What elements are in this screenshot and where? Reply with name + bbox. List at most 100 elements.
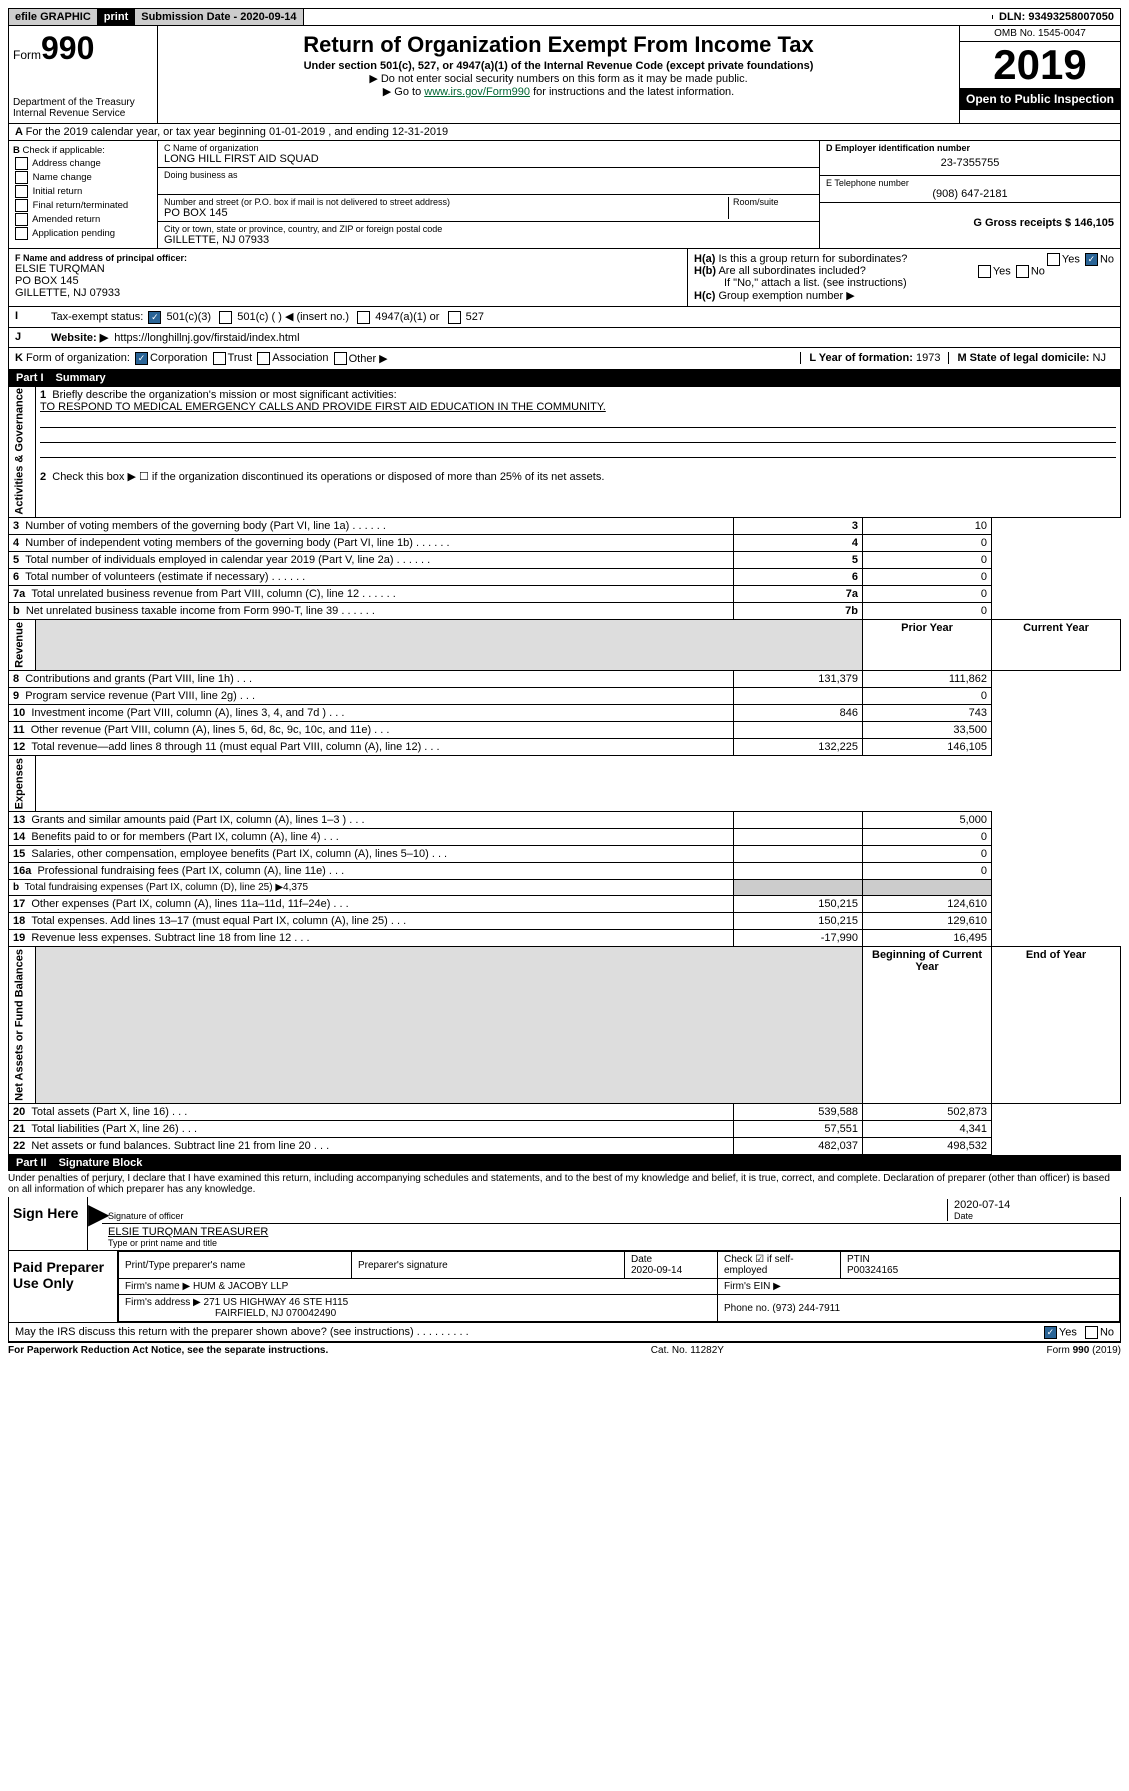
- check-if-applicable-label: Check if applicable:: [23, 145, 105, 156]
- h-b: H(b) Are all subordinates included? Yes …: [694, 265, 1114, 277]
- tax-year: 2019: [960, 42, 1120, 88]
- chk-501c3[interactable]: ✓: [148, 311, 161, 324]
- part-i-header: Part ISummary: [8, 370, 1121, 386]
- org-city: GILLETTE, NJ 07933: [164, 234, 813, 246]
- chk-final-return[interactable]: Final return/terminated: [13, 199, 153, 212]
- officer-print-name: ELSIE TURQMAN TREASURER: [108, 1226, 1114, 1238]
- hdr-beginning: Beginning of Current Year: [863, 947, 992, 1104]
- tab-revenue: Revenue: [9, 620, 36, 671]
- pra-notice: For Paperwork Reduction Act Notice, see …: [8, 1345, 328, 1356]
- hdr-current-year: Current Year: [992, 620, 1121, 671]
- discuss-yes[interactable]: ✓: [1044, 1326, 1057, 1339]
- self-employed-check[interactable]: Check ☑ if self-employed: [718, 1252, 841, 1279]
- org-address: PO BOX 145: [164, 207, 728, 219]
- firm-name: HUM & JACOBY LLP: [193, 1281, 288, 1292]
- open-public-badge: Open to Public Inspection: [960, 88, 1120, 110]
- website-url: https://longhillnj.gov/firstaid/index.ht…: [114, 332, 299, 344]
- ssn-warning: Do not enter social security numbers on …: [166, 72, 951, 85]
- form-org-label: Form of organization:: [26, 352, 130, 364]
- page-footer: For Paperwork Reduction Act Notice, see …: [8, 1342, 1121, 1356]
- summary-table: Activities & Governance 1 Briefly descri…: [8, 386, 1121, 1156]
- officer-label: F Name and address of principal officer:: [15, 253, 681, 263]
- chk-corporation[interactable]: ✓: [135, 352, 148, 365]
- goto-instructions: ▶ Go to www.irs.gov/Form990 for instruct…: [166, 85, 951, 98]
- chk-501c[interactable]: [219, 311, 232, 324]
- form-number: Form990: [13, 30, 153, 67]
- domicile: NJ: [1093, 352, 1106, 364]
- efile-badge: efile GRAPHIC: [9, 9, 98, 25]
- chk-amended-return[interactable]: Amended return: [13, 213, 153, 226]
- mission-label: Briefly describe the organization's miss…: [52, 389, 396, 401]
- tab-net-assets: Net Assets or Fund Balances: [9, 947, 36, 1104]
- discuss-no[interactable]: [1085, 1326, 1098, 1339]
- sign-date-label: Date: [954, 1211, 1114, 1221]
- preparer-sig-label: Preparer's signature: [352, 1252, 625, 1279]
- ein-label: D Employer identification number: [826, 143, 1114, 153]
- firm-name-label: Firm's name ▶: [125, 1281, 190, 1292]
- tab-governance: Activities & Governance: [9, 386, 36, 518]
- irs-link[interactable]: www.irs.gov/Form990: [424, 86, 530, 98]
- paid-preparer-section: Paid Preparer Use Only Print/Type prepar…: [8, 1251, 1121, 1323]
- print-name-label: Type or print name and title: [108, 1238, 1114, 1248]
- signature-label: Signature of officer: [108, 1211, 947, 1221]
- ptin-label: PTIN: [847, 1254, 870, 1265]
- sign-here-label: Sign Here: [9, 1197, 88, 1250]
- chk-name-change[interactable]: Name change: [13, 171, 153, 184]
- chk-4947[interactable]: [357, 311, 370, 324]
- org-name: LONG HILL FIRST AID SQUAD: [164, 153, 813, 165]
- gross-receipts: G Gross receipts $ 146,105: [973, 217, 1114, 229]
- officer-addr2: GILLETTE, NJ 07933: [15, 287, 681, 299]
- chk-trust[interactable]: [213, 352, 226, 365]
- addr-label: Number and street (or P.O. box if mail i…: [164, 197, 728, 207]
- line2-text: Check this box ▶ ☐ if the organization d…: [52, 471, 604, 483]
- org-name-label: C Name of organization: [164, 143, 813, 153]
- website-label: Website: ▶: [51, 332, 108, 344]
- hdr-end: End of Year: [992, 947, 1121, 1104]
- row-j: J Website: ▶ https://longhillnj.gov/firs…: [8, 328, 1121, 348]
- line-a: A For the 2019 calendar year, or tax yea…: [8, 124, 1121, 141]
- firm-addr-label: Firm's address ▶: [125, 1297, 201, 1308]
- form-title: Return of Organization Exempt From Incom…: [166, 32, 951, 58]
- phone-label: E Telephone number: [826, 178, 1114, 188]
- dln: DLN: 93493258007050: [993, 9, 1120, 25]
- row-k: K Form of organization: ✓ Corporation Tr…: [8, 348, 1121, 370]
- discuss-row: May the IRS discuss this return with the…: [8, 1323, 1121, 1342]
- mission-text: TO RESPOND TO MEDICAL EMERGENCY CALLS AN…: [40, 401, 606, 413]
- chk-address-change[interactable]: Address change: [13, 157, 153, 170]
- chk-association[interactable]: [257, 352, 270, 365]
- tax-exempt-label: Tax-exempt status:: [51, 311, 143, 323]
- preparer-date-label: Date: [631, 1254, 652, 1265]
- sign-here-section: Sign Here ▶ Signature of officer 2020-07…: [8, 1197, 1121, 1251]
- form-footer: Form 990 (2019): [1047, 1345, 1121, 1356]
- print-button[interactable]: print: [98, 9, 135, 25]
- phone: (908) 647-2181: [826, 188, 1114, 200]
- perjury-statement: Under penalties of perjury, I declare th…: [8, 1171, 1121, 1197]
- officer-name: ELSIE TURQMAN: [15, 263, 681, 275]
- sign-date: 2020-07-14: [954, 1199, 1114, 1211]
- hdr-prior-year: Prior Year: [863, 620, 992, 671]
- form-subtitle: Under section 501(c), 527, or 4947(a)(1)…: [166, 60, 951, 72]
- ptin: P00324165: [847, 1265, 898, 1276]
- form-header: Form990 Department of the Treasury Inter…: [8, 26, 1121, 124]
- dba-label: Doing business as: [164, 170, 813, 180]
- room-label: Room/suite: [733, 197, 813, 207]
- chk-application-pending[interactable]: Application pending: [13, 227, 153, 240]
- firm-phone: (973) 244-7911: [772, 1303, 840, 1314]
- firm-addr2: FAIRFIELD, NJ 070042490: [125, 1308, 336, 1319]
- chk-other[interactable]: [334, 352, 347, 365]
- department: Department of the Treasury Internal Reve…: [13, 97, 153, 119]
- year-formation-label: L Year of formation:: [809, 352, 913, 364]
- firm-phone-label: Phone no.: [724, 1303, 770, 1314]
- h-b-note: If "No," attach a list. (see instruction…: [694, 277, 1114, 289]
- submission-date: Submission Date - 2020-09-14: [135, 9, 303, 25]
- officer-section: F Name and address of principal officer:…: [8, 249, 1121, 307]
- firm-ein-label: Firm's EIN ▶: [718, 1279, 1120, 1295]
- chk-initial-return[interactable]: Initial return: [13, 185, 153, 198]
- omb-number: OMB No. 1545-0047: [960, 26, 1120, 42]
- cat-number: Cat. No. 11282Y: [651, 1345, 724, 1356]
- firm-addr: 271 US HIGHWAY 46 STE H115: [204, 1297, 349, 1308]
- chk-527[interactable]: [448, 311, 461, 324]
- row-i: I Tax-exempt status: ✓ 501(c)(3) 501(c) …: [8, 307, 1121, 328]
- city-label: City or town, state or province, country…: [164, 224, 813, 234]
- paid-preparer-label: Paid Preparer Use Only: [9, 1251, 118, 1322]
